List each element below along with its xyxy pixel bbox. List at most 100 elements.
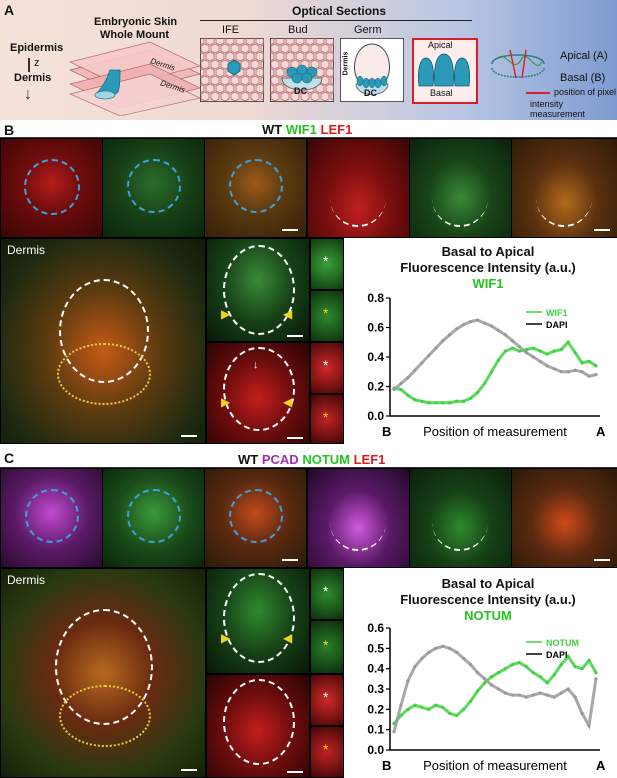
data-point-wif1	[420, 399, 424, 403]
data-point-wif1	[580, 361, 584, 365]
chart-c: 0.0 0.1 0.2 0.3 0.4 0.5 0.6 NOTUM DAPI B Position …	[367, 621, 606, 773]
data-point-wif1	[594, 364, 598, 368]
dermis-label: Dermis	[7, 243, 45, 257]
data-point-notum	[545, 681, 549, 685]
data-point-wif1	[399, 387, 403, 392]
germ-section-diagram	[340, 38, 404, 102]
data-point-notum	[406, 707, 410, 711]
scale-bar	[282, 559, 298, 561]
data-point-wif1	[538, 349, 542, 353]
chart-b-title-1: Basal to Apical	[441, 244, 535, 259]
b-inset-3: *	[310, 342, 344, 394]
data-point-dapi	[448, 333, 452, 337]
x-start-label: B	[382, 424, 391, 439]
y-tick-label: 0.2	[367, 702, 384, 716]
data-point-dapi	[413, 665, 417, 669]
data-point-dapi	[434, 646, 438, 650]
y-tick-label: 0.2	[367, 380, 384, 394]
legend-pixel-line2: intensity measurement	[530, 99, 586, 119]
data-point-dapi	[469, 663, 473, 667]
c-top-merge-germ-image	[511, 468, 617, 568]
legend-label: NOTUM	[546, 638, 579, 648]
data-point-wif1	[496, 358, 501, 362]
x-axis-title: Position of measurement	[423, 758, 567, 773]
data-point-dapi	[510, 693, 515, 697]
data-point-dapi	[406, 376, 410, 380]
c-top-pcad-germ-image	[307, 468, 410, 568]
legend-red-line	[526, 92, 550, 94]
panel-b-header: WT WIF1 LEF1	[262, 122, 352, 137]
chart-c-title-1: Basal to Apical	[441, 576, 535, 591]
data-point-dapi	[406, 679, 410, 683]
dashed-circle-icon	[229, 159, 283, 213]
y-tick-label: 0.1	[367, 723, 384, 737]
scale-bar	[282, 229, 298, 231]
dashed-oval-icon	[223, 573, 295, 663]
c-top-merge-image	[204, 468, 307, 568]
data-point-wif1	[427, 401, 431, 405]
b-wif1-germ-zoom: ▶ ◀	[206, 238, 310, 342]
b-lef1-germ-zoom: ↓ ▶ ◀	[206, 342, 310, 444]
panel-a: A Epidermis z Dermis ↓ Embryonic Skin Wh…	[0, 0, 617, 120]
y-tick-label: 0.5	[367, 641, 384, 655]
b-dermis-merge-image: Dermis	[0, 238, 206, 444]
panel-a-label: A	[4, 2, 15, 18]
y-tick-label: 0.3	[367, 682, 384, 696]
legend-apical-label: Apical (A)	[560, 50, 608, 62]
data-point-wif1	[531, 346, 535, 350]
legend-pixel-line1: position of pixel	[554, 87, 617, 97]
data-point-dapi	[399, 703, 403, 707]
data-point-dapi	[587, 724, 591, 728]
legend-label: DAPI	[546, 650, 568, 660]
scale-bar	[594, 559, 610, 561]
c-top-notum-image	[102, 468, 205, 568]
data-point-dapi	[531, 693, 535, 697]
yellow-asterisk: *	[323, 305, 329, 321]
dashed-oval-icon	[223, 347, 295, 431]
c-top-notum-germ-image	[409, 468, 512, 568]
bud-section-diagram	[270, 38, 334, 102]
data-point-notum	[482, 681, 487, 685]
chart-b: 0.0 0.2 0.4 0.6 0.8 WIF1 DAPI B Position of meas…	[367, 291, 606, 439]
scale-bar	[287, 335, 303, 337]
data-point-dapi	[496, 328, 501, 333]
b-inset-1: *	[310, 238, 344, 290]
c-inset-1: *	[310, 568, 344, 620]
c-inset-3: *	[310, 674, 344, 726]
scale-bar	[594, 229, 610, 231]
data-point-notum	[496, 671, 501, 675]
data-point-notum	[469, 699, 473, 703]
data-point-dapi	[427, 353, 431, 358]
data-point-notum	[531, 671, 535, 675]
data-point-dapi	[510, 339, 515, 343]
legend-label: WIF1	[546, 308, 568, 318]
data-point-notum	[427, 707, 431, 711]
yellow-arrow-icon: ▶	[221, 395, 231, 409]
data-point-wif1	[573, 350, 577, 355]
data-point-notum	[489, 675, 494, 679]
data-point-dapi	[462, 656, 466, 661]
data-point-dapi	[413, 368, 417, 372]
x-axis-title: Position of measurement	[423, 424, 567, 439]
c-top-pcad-image	[0, 468, 103, 568]
data-point-dapi	[434, 346, 438, 350]
section-ife-label: IFE	[222, 24, 240, 36]
data-point-wif1	[566, 340, 570, 344]
data-point-notum	[524, 665, 528, 669]
data-point-dapi	[420, 361, 424, 365]
y-tick-label: 0.4	[367, 350, 384, 364]
apical-cells-illustration	[418, 53, 470, 87]
depth-axis-label: z	[34, 57, 40, 69]
panel-c-header: WT PCAD NOTUM LEF1	[238, 452, 385, 467]
data-point-notum	[580, 667, 584, 671]
data-point-wif1	[587, 359, 591, 364]
c-dermis-merge-image: Dermis	[0, 568, 206, 778]
data-point-notum	[399, 713, 403, 718]
dashed-circle-icon	[127, 159, 181, 213]
data-point-wif1	[455, 399, 459, 403]
measurement-schematic	[491, 49, 545, 79]
c-inset-4: *	[310, 726, 344, 778]
skin-layers-illustration	[68, 41, 200, 116]
data-point-dapi	[545, 693, 549, 697]
scale-bar	[287, 437, 303, 439]
